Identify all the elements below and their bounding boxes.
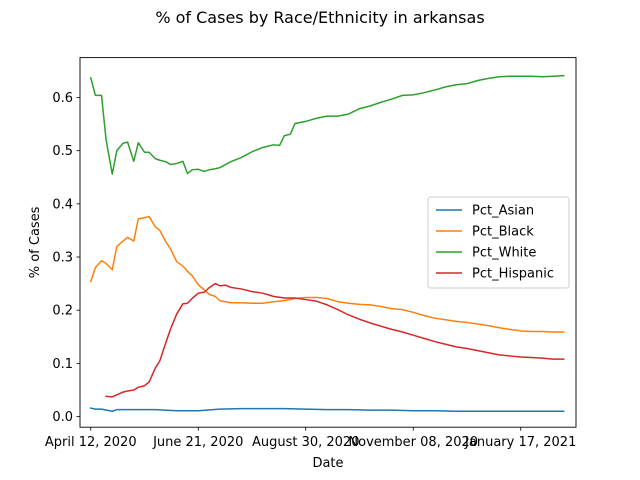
y-tick-label: 0.2 xyxy=(52,304,73,319)
x-tick-label: June 21, 2020 xyxy=(152,435,243,450)
series-line-pct-hispanic xyxy=(105,282,565,398)
legend-label: Pct_Hispanic xyxy=(472,267,554,282)
x-axis-label: Date xyxy=(312,456,343,471)
legend-box xyxy=(427,196,570,289)
series-line-pct-black xyxy=(89,215,565,333)
y-axis-label: % of Cases xyxy=(28,206,43,278)
y-tick-label: 0.5 xyxy=(52,144,73,159)
x-tick-label: January 17, 2021 xyxy=(464,435,576,450)
plot-area xyxy=(89,74,565,412)
legend: Pct_Asian Pct_Black Pct_White Pct_Hispanic xyxy=(427,196,570,289)
axes-frame xyxy=(79,57,577,428)
legend-label: Pct_Asian xyxy=(472,204,534,219)
y-tick-label: 0.0 xyxy=(52,410,73,425)
legend-label: Pct_White xyxy=(472,246,536,261)
y-tick-label: 0.6 xyxy=(52,91,73,106)
legend-label: Pct_Black xyxy=(472,225,534,240)
series-line-pct-asian xyxy=(89,407,565,412)
x-tick-label: August 30, 2020 xyxy=(252,435,360,450)
x-tick-label: November 08, 2020 xyxy=(348,435,478,450)
series-line-pct-white xyxy=(89,74,565,175)
y-tick-label: 0.3 xyxy=(52,251,73,266)
y-tick-label: 0.4 xyxy=(52,197,73,212)
x-axis: April 12, 2020 June 21, 2020 August 30, 20… xyxy=(45,427,576,450)
y-tick-label: 0.1 xyxy=(52,357,73,372)
x-tick-label: April 12, 2020 xyxy=(45,435,137,450)
y-axis: 0.0 0.1 0.2 0.3 0.4 0.5 0.6 xyxy=(52,91,80,425)
chart-title: % of Cases by Race/Ethnicity in arkansas xyxy=(155,8,484,27)
